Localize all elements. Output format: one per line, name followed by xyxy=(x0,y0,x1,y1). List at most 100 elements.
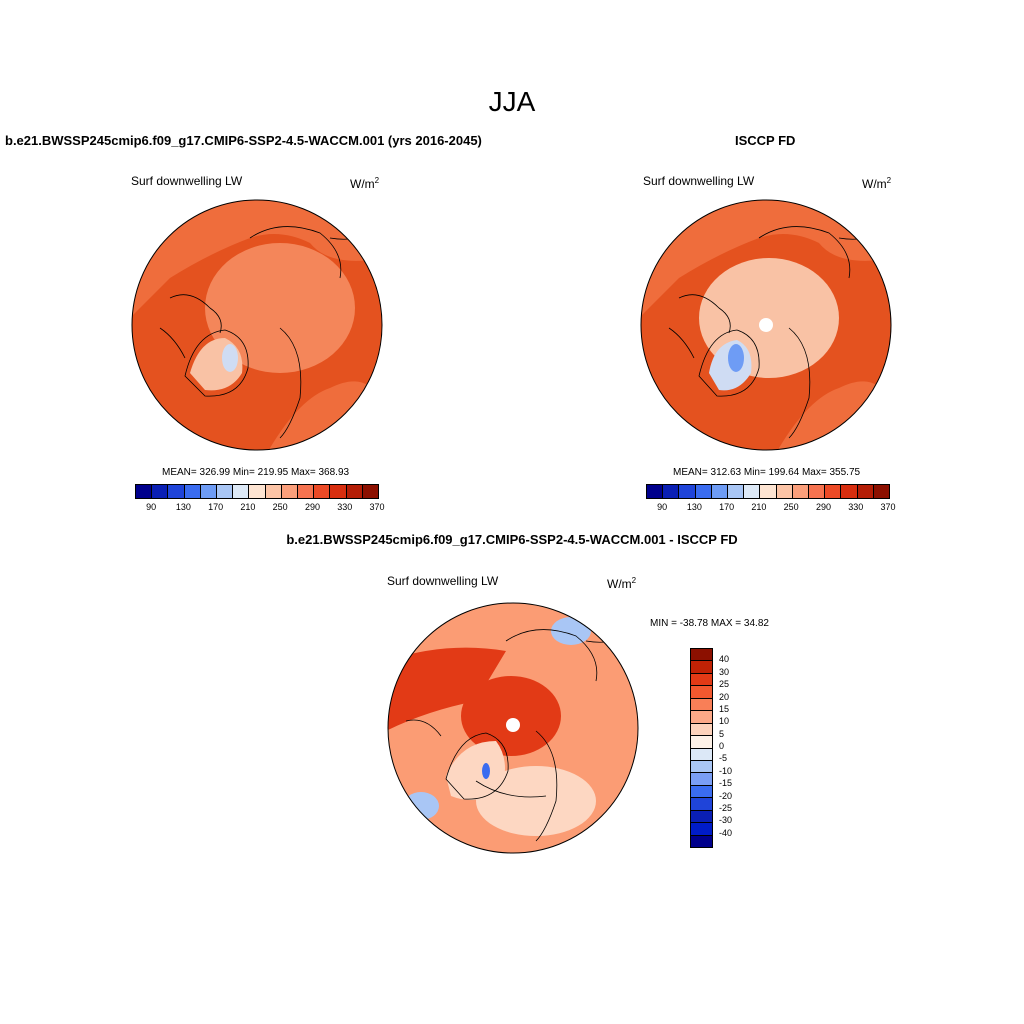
left-variable-label: Surf downwelling LW xyxy=(131,174,243,188)
colorbar-tick-label: 370 xyxy=(369,502,385,512)
colorbar-tick-label: -15 xyxy=(719,778,733,789)
right-variable-label: Surf downwelling LW xyxy=(643,174,755,188)
colorbar-tick-label: 250 xyxy=(783,502,799,512)
arctic-ocean xyxy=(205,243,355,373)
colorbar-tick-label: -30 xyxy=(719,815,733,826)
bottom-stats: MIN = -38.78 MAX = 34.82 xyxy=(650,618,769,629)
colorbar-swatch xyxy=(840,485,857,498)
colorbar-tick-label: 30 xyxy=(719,666,730,677)
bottom-panel-header: b.e21.BWSSP245cmip6.f09_g17.CMIP6-SSP2-4… xyxy=(286,532,738,547)
colorbar-swatch xyxy=(710,485,728,498)
colorbar-tick-label: -25 xyxy=(719,802,733,813)
left-stats: MEAN= 326.99 Min= 219.95 Max= 368.93 xyxy=(162,467,350,478)
difference-colorbar xyxy=(690,648,713,848)
warm-anomaly xyxy=(461,676,561,756)
colorbar-swatch xyxy=(691,649,712,661)
colorbar-tick-label: 170 xyxy=(719,502,735,512)
bottom-variable-label: Surf downwelling LW xyxy=(387,574,499,588)
coastlines xyxy=(668,226,880,439)
colorbar-tick-label: 170 xyxy=(208,502,224,512)
pole-hole xyxy=(759,318,773,332)
right-panel-header: ISCCP FD xyxy=(735,133,796,148)
colorbar-tick-label: -10 xyxy=(719,765,733,776)
colorbar-swatch xyxy=(199,485,217,498)
coastlines xyxy=(405,629,627,842)
colorbar-swatch xyxy=(856,485,873,498)
land-region xyxy=(641,200,891,318)
difference-polar-map xyxy=(387,602,639,854)
colorbar-swatch xyxy=(691,822,712,835)
colorbar-tick-label: 370 xyxy=(880,502,896,512)
colorbar-swatch xyxy=(759,485,776,498)
colorbar-tick-label: 40 xyxy=(719,654,730,665)
colorbar-swatch xyxy=(167,485,184,498)
left-colorbar xyxy=(135,484,379,499)
colorbar-swatch xyxy=(691,784,712,798)
colorbar-swatch xyxy=(297,485,314,498)
colorbar-swatch xyxy=(691,685,712,698)
colorbar-tick-label: 10 xyxy=(719,716,730,727)
strong-cool-anomaly xyxy=(482,763,490,779)
neutral-region xyxy=(476,766,596,836)
colorbar-swatch xyxy=(824,485,841,498)
colorbar-swatch xyxy=(691,834,712,847)
colorbar-swatch xyxy=(136,485,152,498)
colorbar-tick-label: 210 xyxy=(751,502,767,512)
ice-sheet-core xyxy=(222,344,238,372)
colorbar-tick-label: 290 xyxy=(304,502,320,512)
colorbar-swatch xyxy=(232,485,249,498)
colorbar-swatch xyxy=(791,485,809,498)
colorbar-tick-label: -20 xyxy=(719,790,733,801)
left-polar-map xyxy=(131,199,383,451)
colorbar-swatch xyxy=(691,747,712,760)
colorbar-swatch xyxy=(183,485,200,498)
right-colorbar-ticks: 90 130 170 210 250 290 330 370 xyxy=(646,502,895,514)
colorbar-swatch xyxy=(345,485,362,498)
colorbar-tick-label: 90 xyxy=(657,502,668,512)
left-panel-header: b.e21.BWSSP245cmip6.f09_g17.CMIP6-SSP2-4… xyxy=(5,133,482,148)
left-colorbar-ticks: 90 130 170 210 250 290 330 370 xyxy=(135,502,384,514)
colorbar-tick-label: 90 xyxy=(146,502,157,512)
colorbar-swatch xyxy=(691,809,712,823)
colorbar-swatch xyxy=(727,485,744,498)
colorbar-swatch xyxy=(361,485,379,498)
colorbar-tick-label: 290 xyxy=(815,502,831,512)
map-boundary xyxy=(640,199,892,451)
colorbar-swatch xyxy=(691,772,712,785)
colorbar-swatch xyxy=(691,710,712,723)
colorbar-swatch xyxy=(691,660,712,673)
colorbar-swatch xyxy=(662,485,679,498)
left-units-label: W/m2 xyxy=(350,176,380,191)
colorbar-swatch xyxy=(775,485,792,498)
land-region xyxy=(132,200,382,318)
colorbar-tick-label: 130 xyxy=(686,502,702,512)
right-polar-map xyxy=(640,199,892,451)
colorbar-tick-label: 330 xyxy=(848,502,864,512)
colorbar-swatch xyxy=(216,485,233,498)
map-boundary xyxy=(387,602,639,854)
colorbar-tick-label: 330 xyxy=(337,502,353,512)
warm-anomaly xyxy=(388,647,506,731)
colorbar-tick-label: 210 xyxy=(240,502,256,512)
colorbar-tick-label: 15 xyxy=(719,703,730,714)
pole-hole xyxy=(506,718,520,732)
map-boundary xyxy=(131,199,383,451)
bottom-units-label: W/m2 xyxy=(607,576,637,591)
colorbar-tick-label: 250 xyxy=(272,502,288,512)
colorbar-swatch xyxy=(264,485,281,498)
colorbar-tick-label: 130 xyxy=(175,502,191,512)
colorbar-swatch xyxy=(743,485,760,498)
colorbar-swatch xyxy=(691,735,712,748)
colorbar-swatch xyxy=(329,485,346,498)
colorbar-tick-label: 5 xyxy=(719,728,725,739)
colorbar-swatch xyxy=(691,697,712,711)
colorbar-swatch xyxy=(872,485,890,498)
colorbar-swatch xyxy=(678,485,695,498)
colorbar-tick-label: 20 xyxy=(719,691,730,702)
colorbar-swatch xyxy=(691,672,712,686)
colorbar-swatch xyxy=(151,485,168,498)
colorbar-tick-label: 25 xyxy=(719,679,730,690)
colorbar-swatch xyxy=(248,485,265,498)
colorbar-tick-label: 0 xyxy=(719,741,725,751)
right-units-label: W/m2 xyxy=(862,176,892,191)
